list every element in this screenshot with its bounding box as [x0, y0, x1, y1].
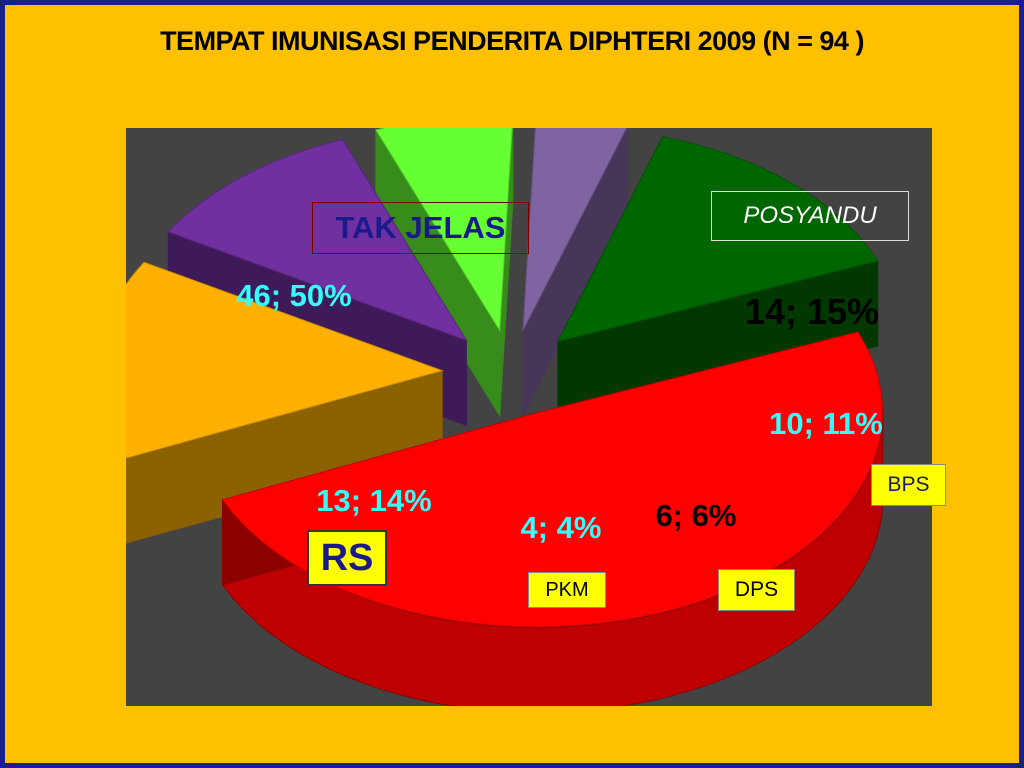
category-label-tak-jelas: TAK JELAS [312, 202, 529, 254]
plot-area: 46; 50% 14; 15% 10; 11% 6; 6% 4; 4% 13; 14% [126, 128, 932, 706]
category-label-posyandu: POSYANDU [711, 191, 909, 241]
slice-top-posyandu [126, 261, 444, 459]
data-label-rs: 13; 14% [316, 483, 431, 518]
category-label-bps: BPS [871, 464, 946, 506]
slice-tak-jelas [221, 331, 884, 706]
pie-chart: 46; 50% 14; 15% 10; 11% 6; 6% 4; 4% 13; 14% [126, 128, 884, 706]
data-label-dps: 6; 6% [656, 498, 737, 533]
slice-top-bps [167, 139, 468, 342]
category-label-pkm: PKM [528, 572, 606, 608]
category-label-dps: DPS [718, 569, 795, 611]
slice-pkm [522, 128, 629, 416]
data-label-pkm: 4; 4% [521, 510, 602, 545]
slice-posyandu [126, 261, 444, 545]
slice-top-rs [556, 136, 879, 343]
slice-top-dps [375, 128, 513, 333]
chart-title: TEMPAT IMUNISASI PENDERITA DIPHTERI 2009… [160, 26, 864, 56]
slice-dps [375, 128, 514, 418]
data-label-bps: 10; 11% [769, 406, 883, 441]
data-label-posyandu: 14; 15% [745, 291, 879, 332]
category-label-rs: RS [307, 530, 387, 586]
slice-rs [556, 136, 879, 428]
slice-top-pkm [522, 128, 628, 331]
data-label-tak-jelas: 46; 50% [236, 278, 351, 313]
